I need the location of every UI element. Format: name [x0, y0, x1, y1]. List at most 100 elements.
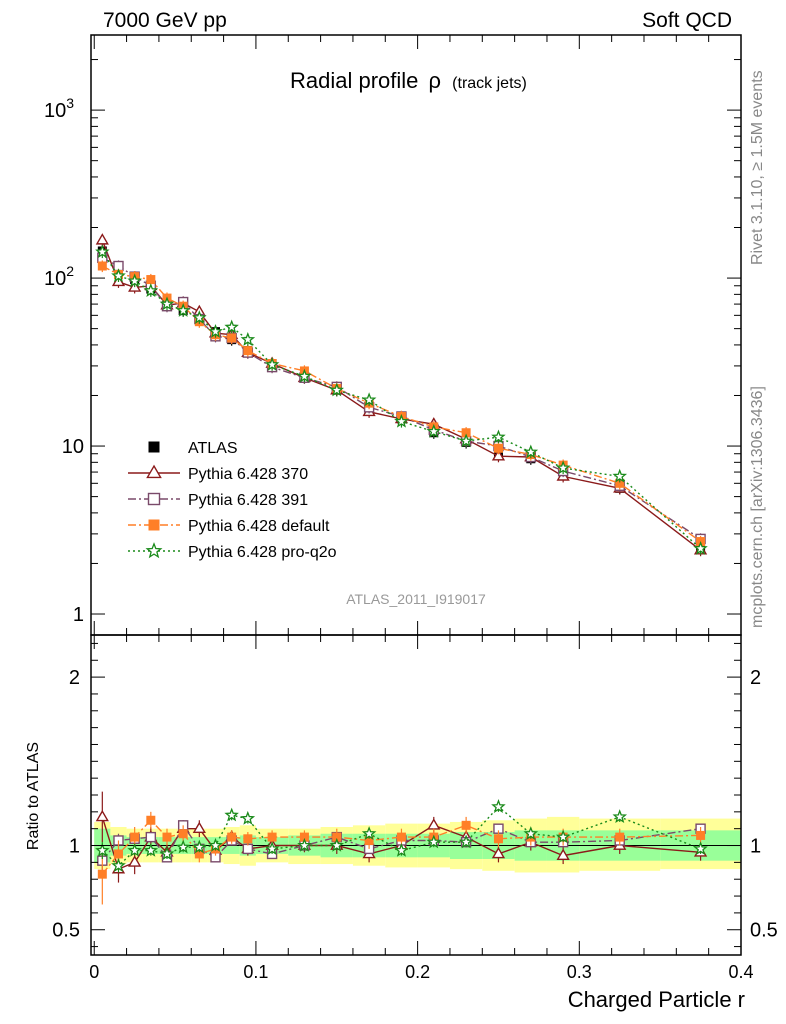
series-point-pythia-6-428-370 [491, 449, 506, 461]
y-tick-label: 1 [73, 604, 84, 626]
ratio-point-pythia-6-428-pro-q2o [95, 842, 110, 857]
ratio-point-pythia-6-428-default [243, 834, 253, 844]
series-point-pythia-6-428-pro-q2o [264, 356, 280, 371]
series-point-pythia-6-428-pro-q2o [523, 444, 539, 459]
series-point-pythia-6-428-pro-q2o [491, 429, 506, 444]
ratio-point-pythia-6-428-391 [145, 831, 157, 843]
series-line-pythia-6-428-pro-q2o [101, 251, 702, 550]
series-point-pythia-6-428-pro-q2o [458, 433, 474, 448]
ratio-point-pythia-6-428-default [461, 820, 471, 830]
series-point-pythia-6-428-pro-q2o [329, 382, 344, 397]
ratio-point-pythia-6-428-pro-q2o [159, 846, 175, 861]
legend: ATLAS Pythia 6.428 370 Pythia 6.428 391 Pyt… [128, 440, 337, 561]
x-axis-label: Charged Particle r [568, 987, 745, 1012]
ratio-y-tick-label-right: 0.5 [750, 920, 778, 942]
mcplots-label: mcplots.cern.ch [arXiv:1306.3436] [749, 386, 766, 628]
ratio-point-pythia-6-428-default [332, 832, 342, 842]
series-point-pythia-6-428-pro-q2o [159, 296, 175, 311]
legend-marker-atlas [148, 441, 160, 453]
y-tick-label: 102 [44, 263, 74, 290]
legend-marker-pythia-6-428-default [148, 519, 160, 531]
ratio-point-pythia-6-428-pro-q2o [555, 829, 571, 844]
ratio-point-pythia-6-428-pro-q2o [224, 807, 239, 822]
series-point-pythia-6-428-pro-q2o [426, 423, 441, 438]
series-point-pythia-6-428-pro-q2o [175, 302, 191, 317]
series-point-pythia-6-428-pro-q2o [127, 273, 142, 288]
ratio-point-pythia-6-428-default [696, 830, 706, 840]
series-point-pythia-6-428-default [493, 443, 503, 453]
ratio-line-pythia-6-428-default [101, 819, 701, 875]
ratio-point-pythia-6-428-pro-q2o [491, 799, 506, 813]
series-point-pythia-6-428-default [461, 428, 471, 438]
series-point-pythia-6-428-370 [95, 233, 109, 245]
ratio-frame [90, 634, 742, 956]
series-point-pythia-6-428-pro-q2o [143, 283, 159, 297]
ratio-point-pythia-6-428-default [493, 834, 503, 844]
ratio-point-pythia-6-428-370 [128, 855, 142, 867]
ratio-line-pythia-6-428-pro-q2o [101, 805, 701, 867]
legend-label-pythia-6-428-default: Pythia 6.428 default [188, 518, 330, 535]
ratio-point-pythia-6-428-default [130, 832, 140, 842]
legend-marker-pythia-6-428-pro-q2o [145, 542, 163, 559]
ratio-y-tick-label: 0.5 [52, 920, 80, 942]
ratio-point-pythia-6-428-pro-q2o [127, 842, 142, 857]
series-point-pythia-6-428-pro-q2o [208, 324, 223, 338]
ratio-point-pythia-6-428-default [227, 832, 237, 842]
legend-marker-pythia-6-428-370 [146, 464, 162, 479]
series-point-pythia-6-428-default [97, 261, 107, 271]
chart-title: Radial profile ρ (track jets) [290, 68, 527, 93]
series-point-pythia-6-428-pro-q2o [612, 468, 628, 483]
ratio-point-pythia-6-428-pro-q2o [329, 837, 344, 852]
chart-title-text: Radial profile [290, 68, 418, 93]
ratio-point-pythia-6-428-default [396, 832, 406, 842]
ratio-point-pythia-6-428-pro-q2o [426, 834, 441, 849]
ratio-series-group [95, 791, 708, 905]
series-point-pythia-6-428-pro-q2o [693, 541, 708, 555]
ratio-point-pythia-6-428-default [194, 849, 204, 859]
ratio-point-pythia-6-428-pro-q2o [361, 826, 377, 840]
x-tick-label: 0 [89, 962, 99, 982]
legend-marker-pythia-6-428-391 [147, 492, 161, 506]
legend-label-atlas: ATLAS [188, 440, 238, 457]
ratio-point-pythia-6-428-default [178, 829, 188, 839]
ratio-point-pythia-6-428-370 [491, 846, 506, 859]
series-point-pythia-6-428-pro-q2o [297, 368, 312, 383]
ratio-point-pythia-6-428-default [113, 849, 123, 859]
series-line-pythia-6-428-default [101, 265, 702, 543]
rivet-label: Rivet 3.1.10, ≥ 1.5M events [749, 70, 766, 265]
main-panel: 1 10 102 103 [44, 34, 742, 955]
ratio-point-pythia-6-428-pro-q2o [297, 837, 312, 852]
ratio-point-pythia-6-428-pro-q2o [264, 841, 280, 856]
ratio-y-tick-label-right: 2 [750, 667, 761, 689]
x-tick-label: 0.3 [567, 962, 592, 982]
ratio-point-pythia-6-428-pro-q2o [693, 841, 708, 856]
series-point-pythia-6-428-pro-q2o [192, 310, 207, 324]
ratio-point-pythia-6-428-370 [95, 809, 109, 822]
ratio-point-pythia-6-428-default [162, 832, 172, 842]
series-point-pythia-6-428-pro-q2o [361, 392, 377, 407]
chart-title-suffix: (track jets) [452, 75, 527, 92]
ratio-y-tick-label: 2 [69, 667, 80, 689]
ratio-point-pythia-6-428-default [299, 832, 309, 842]
ratio-panel: 0 0.1 0.2 0.3 0.4 0.5 0.5 1 1 2 2 [52, 634, 778, 982]
ratio-point-pythia-6-428-pro-q2o [175, 839, 191, 854]
ratio-point-pythia-6-428-default [97, 869, 107, 879]
header-right: Soft QCD [642, 9, 732, 32]
legend-label-pythia-6-428-370: Pythia 6.428 370 [188, 466, 308, 483]
ratio-point-pythia-6-428-default [364, 835, 374, 845]
ratio-point-pythia-6-428-default [146, 815, 156, 825]
ratio-y-axis-label: Ratio to ATLAS [25, 742, 42, 850]
ratio-point-pythia-6-428-default [267, 832, 277, 842]
series-point-pythia-6-428-default [243, 346, 253, 356]
ratio-point-pythia-6-428-pro-q2o [394, 842, 409, 857]
series-point-pythia-6-428-pro-q2o [95, 244, 110, 259]
header-left: 7000 GeV pp [103, 9, 227, 32]
legend-label-pythia-6-428-391: Pythia 6.428 391 [188, 492, 308, 509]
series-point-pythia-6-428-pro-q2o [394, 413, 409, 428]
ratio-point-pythia-6-428-370 [192, 821, 206, 834]
series-point-pythia-6-428-default [227, 333, 237, 343]
series-line-pythia-6-428-391 [101, 257, 701, 540]
ratio-point-pythia-6-428-pro-q2o [143, 842, 159, 857]
series-point-pythia-6-428-pro-q2o [111, 268, 126, 283]
